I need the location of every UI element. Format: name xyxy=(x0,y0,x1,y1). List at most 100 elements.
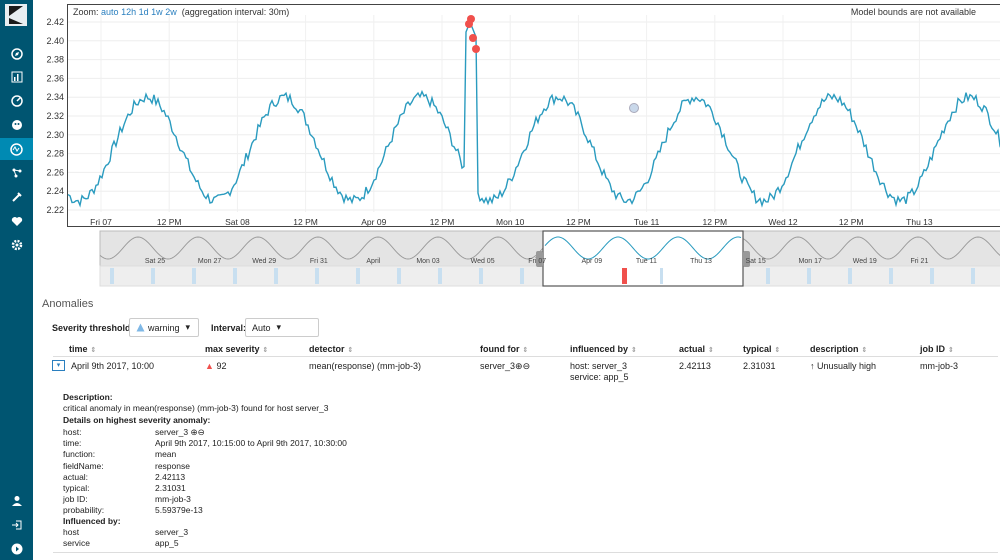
discover-icon[interactable] xyxy=(0,43,33,65)
severity-value: warning xyxy=(148,322,180,333)
chart-canvas[interactable]: 2.42 2.40 2.38 2.36 2.34 2.32 2.30 2.28 2.26 2.24… xyxy=(33,0,1000,300)
col-time[interactable]: time ⇕ xyxy=(69,344,97,354)
interval-label: Interval: xyxy=(211,323,247,333)
influencer-value: app_5 xyxy=(155,538,179,548)
timelion-icon[interactable] xyxy=(0,114,33,136)
user-icon[interactable] xyxy=(0,490,33,512)
row-job-id: mm-job-3 xyxy=(920,361,959,371)
zoom-auto[interactable]: auto xyxy=(101,7,119,17)
collapse-icon[interactable] xyxy=(0,538,33,560)
interval-select[interactable]: Auto ▾ xyxy=(245,318,319,337)
anomaly-marker xyxy=(465,20,473,28)
context-label: Mon 27 xyxy=(198,258,221,265)
zoom-1d[interactable]: 1d xyxy=(138,7,149,17)
severity-label: Severity threshold: xyxy=(52,323,134,333)
zoom-12h[interactable]: 12h xyxy=(121,7,137,17)
brush-line xyxy=(544,236,742,260)
row-influenced-service: service: app_5 xyxy=(570,372,629,382)
row-time: April 9th 2017, 10:00 xyxy=(71,361,155,371)
context-label: Fri 31 xyxy=(310,258,328,265)
col-typical[interactable]: typical ⇕ xyxy=(743,344,781,354)
context-label: Apr 09 xyxy=(581,258,602,265)
detail-field-value: April 9th 2017, 10:15:00 to April 9th 20… xyxy=(155,438,347,449)
zoom-in-icon[interactable]: ⊕ xyxy=(515,361,523,371)
zoom-in-icon[interactable]: ⊕ xyxy=(190,427,198,437)
kibana-logo[interactable] xyxy=(5,4,27,26)
col-detector[interactable]: detector ⇕ xyxy=(309,344,354,354)
detail-field-key: function: xyxy=(63,449,96,460)
logout-icon[interactable] xyxy=(0,514,33,536)
detail-field-row: actual: 2.42113 xyxy=(63,472,185,482)
details-highest-label: Details on highest severity anomaly: xyxy=(63,415,211,425)
detail-field-value: 2.42113 xyxy=(155,471,186,482)
y-tick-label: 2.32 xyxy=(46,111,64,121)
y-tick-label: 2.24 xyxy=(46,186,64,196)
zoom-out-icon[interactable]: ⊖ xyxy=(522,361,531,371)
monitoring-icon[interactable] xyxy=(0,210,33,232)
swimlane-cell xyxy=(315,268,319,284)
ml-icon[interactable] xyxy=(0,138,33,160)
graph-icon[interactable] xyxy=(0,162,33,184)
detail-field-row: job ID: mm-job-3 xyxy=(63,494,191,504)
swimlane-cell xyxy=(520,268,524,284)
context-label: Wed 29 xyxy=(252,258,276,265)
aggregation-interval: (aggregation interval: 30m) xyxy=(181,7,290,17)
chevron-down-icon: ▾ xyxy=(276,322,282,332)
context-label: Wed 05 xyxy=(471,258,495,265)
arrow-up-icon: ↑ xyxy=(810,361,815,371)
expand-row-button[interactable]: ▾ xyxy=(52,360,65,371)
swimlane-cell xyxy=(151,268,155,284)
col-found-for[interactable]: found for ⇕ xyxy=(480,344,529,354)
focus-chart xyxy=(67,4,1000,227)
context-label: Sat 15 xyxy=(745,258,765,265)
col-influenced-by[interactable]: influenced by ⇕ xyxy=(570,344,637,354)
row-typical: 2.31031 xyxy=(743,361,776,371)
details-influenced-label: Influenced by: xyxy=(63,516,121,526)
col-max-severity[interactable]: max severity ⇕ xyxy=(205,344,269,354)
x-tick-label: 12 PM xyxy=(839,217,864,227)
influencer-row: service app_5 xyxy=(63,538,179,548)
management-icon[interactable] xyxy=(0,234,33,256)
x-tick-label: Wed 12 xyxy=(768,217,797,227)
row-influenced-host: host: server_3 xyxy=(570,361,628,371)
devtools-icon[interactable] xyxy=(0,186,33,208)
anomalies-title: Anomalies xyxy=(42,298,94,310)
swimlane-cell xyxy=(397,268,401,284)
swimlane-cell xyxy=(233,268,237,284)
swimlane-cell xyxy=(660,268,663,284)
zoom-1w[interactable]: 1w xyxy=(151,7,163,17)
severity-select[interactable]: warning ▾ xyxy=(129,318,199,337)
swimlane-cell xyxy=(356,268,360,284)
header-divider xyxy=(53,356,998,357)
details-description-text: critical anomaly in mean(response) (mm-j… xyxy=(63,403,329,413)
dashboard-icon[interactable] xyxy=(0,90,33,112)
chevron-down-icon: ▾ xyxy=(185,322,191,332)
context-label: April xyxy=(366,258,380,265)
details-description-label: Description: xyxy=(63,392,113,402)
row-found-for: server_3⊕⊖ xyxy=(480,361,531,371)
detail-field-value: response xyxy=(155,460,190,471)
swimlane-cell xyxy=(110,268,114,284)
col-job-id[interactable]: job ID ⇕ xyxy=(920,344,954,354)
x-tick-label: Tue 11 xyxy=(634,217,660,227)
detail-field-key: host: xyxy=(63,427,82,437)
zoom-out-icon[interactable]: ⊖ xyxy=(197,427,205,437)
detail-field-key: probability: xyxy=(63,505,105,516)
visualize-icon[interactable] xyxy=(0,66,33,88)
detail-field-value: mm-job-3 xyxy=(155,494,191,505)
row-actual: 2.42113 xyxy=(679,361,711,371)
x-tick-label: 12 PM xyxy=(430,217,455,227)
brush-handle-right xyxy=(743,251,750,267)
influencer-row: host server_3 xyxy=(63,527,188,537)
x-tick-label: 12 PM xyxy=(703,217,728,227)
detail-field-row: typical: 2.31031 xyxy=(63,483,186,493)
detail-field-row: time: April 9th 2017, 10:15:00 to April 9… xyxy=(63,438,347,448)
x-tick-label: Fri 07 xyxy=(90,217,112,227)
swimlane-cell xyxy=(766,268,770,284)
zoom-2w[interactable]: 2w xyxy=(165,7,177,17)
detail-field-key: fieldName: xyxy=(63,460,104,471)
col-description[interactable]: description ⇕ xyxy=(810,344,868,354)
sidebar xyxy=(0,0,33,560)
context-label: Thu 13 xyxy=(690,258,712,265)
col-actual[interactable]: actual ⇕ xyxy=(679,344,714,354)
